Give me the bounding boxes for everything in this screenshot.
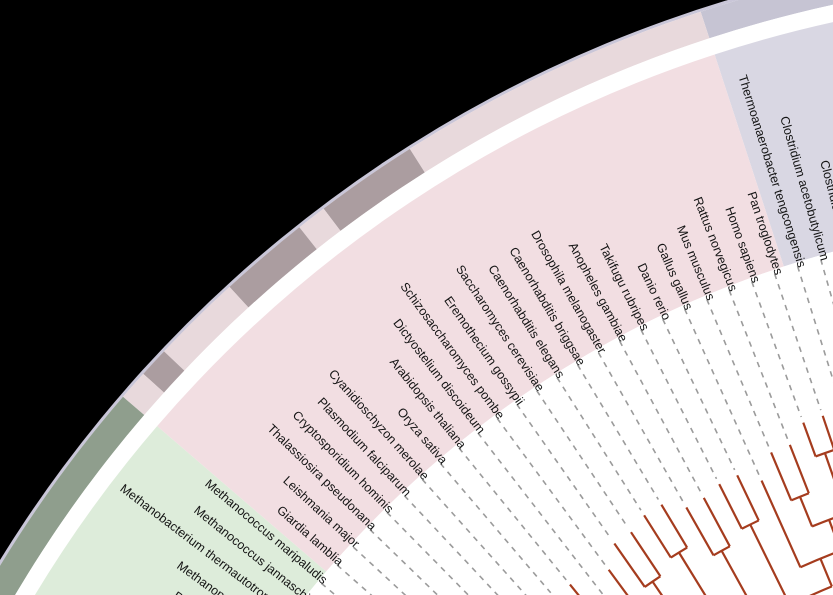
branch-line — [770, 452, 793, 501]
leader-line — [796, 266, 833, 383]
branch-line — [760, 480, 802, 568]
branch-line — [613, 542, 646, 588]
clade-bands — [34, 22, 833, 595]
branch-line — [821, 415, 833, 450]
leader-line — [496, 417, 606, 566]
branch-line — [802, 422, 817, 457]
tree-interior — [306, 251, 833, 595]
leader-line — [819, 259, 833, 306]
animals-ring — [409, 11, 710, 173]
branch-line — [828, 519, 833, 534]
leader-line — [597, 352, 685, 503]
branch-line — [630, 531, 662, 577]
branch-line — [819, 558, 833, 587]
branch-line — [749, 524, 787, 595]
leader-line — [352, 546, 407, 595]
euglenozoa-ring — [143, 351, 185, 393]
branch-line — [736, 474, 760, 521]
branch-line — [823, 452, 833, 480]
branch-line — [607, 569, 629, 595]
alveolata-ring — [164, 286, 249, 371]
branch-line — [678, 551, 707, 595]
branch-line — [651, 580, 664, 595]
plants-ring — [229, 227, 317, 308]
branch-line — [660, 504, 689, 549]
branch-line — [718, 483, 743, 530]
fungi-ring — [323, 148, 425, 231]
branch-line — [702, 497, 731, 547]
leader-line — [516, 403, 612, 540]
leader-line — [706, 299, 770, 448]
clade-arc — [811, 517, 833, 528]
clade-band-eukaryota — [157, 54, 785, 573]
leader-lines — [320, 259, 833, 595]
leader-line — [403, 495, 499, 595]
clade-arc — [799, 552, 833, 569]
leader-line — [728, 290, 789, 440]
leader-line — [386, 511, 470, 595]
leader-line — [576, 364, 660, 500]
clade-band-bacteria — [714, 22, 833, 267]
leader-line — [618, 340, 702, 493]
branch-line — [643, 514, 672, 559]
branch-line — [799, 496, 814, 527]
amoebozoa-ring — [299, 208, 341, 250]
leader-line — [556, 377, 642, 511]
bacteria-ring — [700, 0, 833, 39]
branch-line — [685, 506, 715, 556]
leader-line — [421, 478, 527, 595]
diplomonada-ring — [123, 373, 165, 416]
branch-line — [788, 444, 810, 494]
leader-line — [773, 273, 822, 411]
leader-line — [536, 390, 629, 528]
leader-line — [751, 281, 802, 418]
clade-band-archaea — [34, 426, 327, 595]
leader-line — [683, 308, 760, 476]
tree-branches — [569, 415, 833, 595]
archaea-ring — [0, 396, 145, 595]
branch-line — [569, 583, 580, 595]
